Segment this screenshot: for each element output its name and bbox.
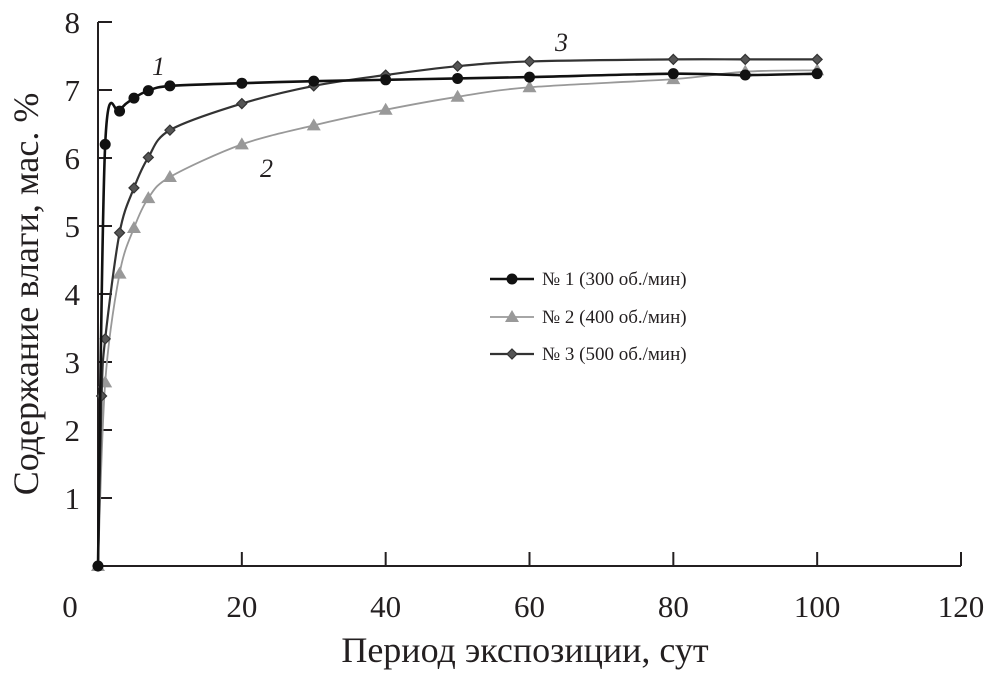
series-1-point <box>308 75 320 87</box>
legend: № 1 (300 об./мин) № 2 (400 об./мин) № 3 … <box>490 269 687 365</box>
series-2 <box>91 63 825 571</box>
y-tick-label: 8 <box>65 5 81 40</box>
series-2-point <box>141 191 156 204</box>
series-2-point <box>450 89 465 102</box>
series-3-point <box>667 53 680 66</box>
y-tick-label: 5 <box>65 209 81 244</box>
legend-label-1: № 1 (300 об./мин) <box>542 269 687 290</box>
legend-label-2: № 2 (400 об./мин) <box>542 307 687 328</box>
x-tick-label: 20 <box>226 589 257 624</box>
series-3-point <box>235 97 248 110</box>
series-2-line <box>97 69 818 567</box>
curve-label-1: 1 <box>152 52 165 81</box>
x-tick-label: 40 <box>370 589 401 624</box>
x-tick-label: 120 <box>938 589 985 624</box>
series-3-point <box>164 124 176 136</box>
legend-marker-3 <box>506 348 518 360</box>
series-1-point <box>99 138 111 150</box>
series-3-point <box>739 53 752 66</box>
series-1-point <box>667 68 679 80</box>
x-tick-label: 0 <box>62 589 78 624</box>
x-axis-title: Период экспозиции, сут <box>341 630 709 670</box>
series-1-line <box>96 72 818 567</box>
y-tick-label: 1 <box>65 481 81 516</box>
series-1-point <box>114 105 126 117</box>
axes: 0 20 40 60 80 100 120 1 2 3 4 5 6 7 8 <box>62 5 984 624</box>
x-tick-label: 80 <box>658 589 689 624</box>
series-2-point <box>306 118 321 131</box>
series-1-point <box>92 560 104 572</box>
series-1 <box>92 68 823 572</box>
series-3-point <box>523 55 536 68</box>
series-3-point <box>451 60 464 73</box>
series-1-point <box>380 74 392 86</box>
series-3-point <box>113 226 126 239</box>
series-group <box>91 53 825 572</box>
y-tick-label: 7 <box>65 73 81 108</box>
series-1-point <box>739 69 751 81</box>
y-tick-label: 6 <box>65 141 81 176</box>
series-3-point <box>142 151 155 164</box>
legend-marker-2 <box>505 310 519 322</box>
legend-label-3: № 3 (500 об./мин) <box>542 344 687 365</box>
series-3-point <box>128 182 140 194</box>
series-2-point <box>522 80 537 93</box>
legend-marker-1 <box>506 273 518 285</box>
series-1-point <box>164 80 176 92</box>
series-1-point <box>811 68 823 80</box>
series-2-point <box>234 137 249 150</box>
series-1-point <box>142 85 154 97</box>
series-3 <box>92 53 824 572</box>
series-3-point <box>811 53 824 66</box>
y-tick-label: 4 <box>65 277 81 312</box>
series-1-point <box>452 72 464 84</box>
series-1-point <box>524 71 535 83</box>
y-tick-label: 3 <box>65 345 81 380</box>
series-2-point <box>112 266 127 279</box>
series-2-point <box>126 221 141 234</box>
curve-label-2: 2 <box>260 154 273 183</box>
x-tick-label: 60 <box>514 589 545 624</box>
y-tick-label: 2 <box>65 413 81 448</box>
series-2-point <box>378 102 393 115</box>
series-3-line <box>96 58 818 567</box>
curve-label-3: 3 <box>554 28 568 57</box>
x-tick-label: 100 <box>794 589 841 624</box>
series-1-point <box>128 92 140 104</box>
series-2-point <box>162 170 177 183</box>
y-axis-title: Содержание влаги, мас. % <box>6 93 46 496</box>
series-1-point <box>236 77 248 89</box>
